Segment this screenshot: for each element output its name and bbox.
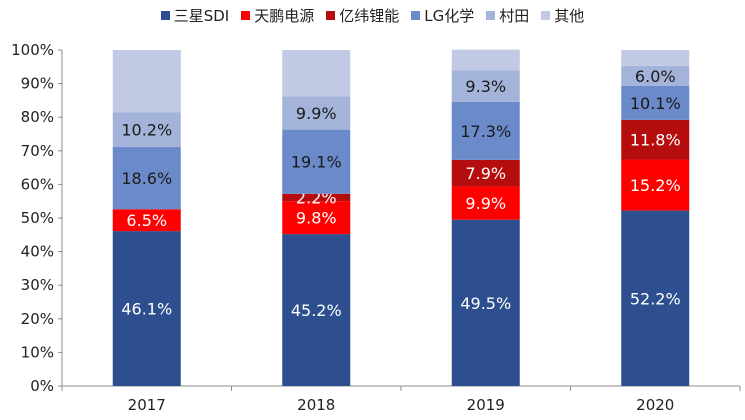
legend-item: 村田 xyxy=(486,4,529,26)
data-label: 17.3% xyxy=(460,122,511,141)
x-tick-label: 2019 xyxy=(467,396,505,414)
data-label: 10.2% xyxy=(121,121,172,140)
data-label: 45.2% xyxy=(291,301,342,320)
legend-swatch xyxy=(241,10,251,20)
legend-label: 三星SDI xyxy=(173,6,230,25)
legend-item: 亿纬锂能 xyxy=(326,4,399,26)
bar-segment xyxy=(282,129,351,194)
bar-segment xyxy=(282,193,351,202)
data-label: 9.9% xyxy=(465,194,506,213)
bar-segment xyxy=(282,201,351,235)
data-label: 49.5% xyxy=(460,294,511,313)
legend-label: 亿纬锂能 xyxy=(339,6,400,25)
y-tick-label: 80% xyxy=(21,108,54,126)
legend-swatch xyxy=(160,10,170,20)
y-tick-label: 40% xyxy=(21,243,54,261)
data-label: 9.3% xyxy=(465,77,506,96)
bar-segment xyxy=(621,50,690,66)
bar-segment xyxy=(451,159,520,187)
legend-label: 村田 xyxy=(499,6,530,25)
x-tick-label: 2020 xyxy=(636,396,674,414)
data-label: 6.5% xyxy=(126,211,167,230)
bar-segment xyxy=(112,112,181,147)
bar-segment xyxy=(451,186,520,220)
y-tick-label: 0% xyxy=(30,377,54,395)
bar-segment xyxy=(112,50,181,113)
data-label: 6.0% xyxy=(635,67,676,86)
data-label: 52.2% xyxy=(630,289,681,308)
bar-segment xyxy=(621,159,690,211)
legend-item: 其他 xyxy=(541,4,584,26)
legend-swatch xyxy=(411,10,421,20)
bar-segment xyxy=(112,209,181,232)
bar-segment xyxy=(451,219,520,386)
bar-segment xyxy=(621,210,690,386)
legend-item: 天鹏电源 xyxy=(241,4,314,26)
legend-swatch xyxy=(541,10,551,20)
legend-item: 三星SDI xyxy=(160,4,230,26)
data-label: 11.8% xyxy=(630,131,681,150)
legend-swatch xyxy=(326,10,336,20)
legend-label: LG化学 xyxy=(424,6,475,25)
legend-label: 其他 xyxy=(554,6,585,25)
bar-segment xyxy=(621,65,690,86)
bar-segment xyxy=(112,231,181,386)
y-tick-label: 10% xyxy=(21,343,54,361)
legend-item: LG化学 xyxy=(411,4,474,26)
y-tick-label: 60% xyxy=(21,175,54,193)
bar-segment xyxy=(621,85,690,120)
bar-segment xyxy=(451,49,520,71)
bar-segment xyxy=(282,234,351,386)
bar-segment xyxy=(282,50,351,97)
legend: 三星SDI 天鹏电源 亿纬锂能 LG化学 村田 其他 xyxy=(0,4,745,26)
y-tick-label: 70% xyxy=(21,142,54,160)
y-tick-label: 30% xyxy=(21,276,54,294)
bar-segment xyxy=(621,119,690,160)
y-tick-label: 50% xyxy=(21,209,54,227)
y-tick-label: 100% xyxy=(11,41,54,59)
data-label: 10.1% xyxy=(630,94,681,113)
data-label: 15.2% xyxy=(630,176,681,195)
data-label: 9.8% xyxy=(296,209,337,228)
legend-label: 天鹏电源 xyxy=(254,6,315,25)
data-label: 46.1% xyxy=(121,300,172,319)
bar-segment xyxy=(112,146,181,210)
bar-segment xyxy=(451,101,520,160)
x-tick-label: 2018 xyxy=(297,396,335,414)
y-tick-label: 20% xyxy=(21,310,54,328)
y-tick-label: 90% xyxy=(21,75,54,93)
data-label: 18.6% xyxy=(121,169,172,188)
legend-swatch xyxy=(486,10,496,20)
bar-segment xyxy=(282,96,351,130)
x-tick-label: 2017 xyxy=(128,396,166,414)
data-label: 9.9% xyxy=(296,104,337,123)
bar-segment xyxy=(451,70,520,102)
data-label: 19.1% xyxy=(291,153,342,172)
data-label: 7.9% xyxy=(465,164,506,183)
